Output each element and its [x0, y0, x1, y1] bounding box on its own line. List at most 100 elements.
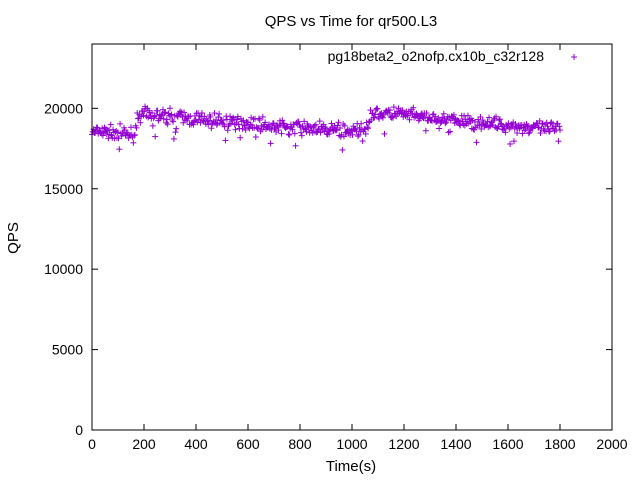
data-point — [227, 120, 234, 127]
data-point — [154, 107, 161, 114]
data-point — [237, 134, 244, 141]
x-tick-label: 1800 — [544, 436, 575, 452]
y-tick-label: 10000 — [44, 261, 83, 277]
data-point — [477, 113, 484, 120]
data-point — [303, 128, 310, 135]
x-tick-label: 0 — [88, 436, 96, 452]
x-tick-label: 600 — [236, 436, 260, 452]
data-point — [152, 133, 159, 140]
data-point — [316, 118, 323, 125]
data-point — [358, 120, 365, 127]
data-point — [133, 124, 140, 131]
data-point — [390, 114, 397, 121]
x-tick-label: 200 — [132, 436, 156, 452]
x-tick-label: 1600 — [492, 436, 523, 452]
data-point — [172, 129, 179, 136]
y-tick-label: 0 — [75, 422, 83, 438]
data-point — [450, 111, 457, 118]
data-point — [312, 121, 319, 128]
data-point — [525, 122, 532, 129]
data-point — [278, 130, 285, 137]
data-point — [555, 138, 562, 145]
data-point — [537, 130, 544, 137]
data-point — [94, 124, 101, 131]
data-point — [355, 131, 362, 138]
data-point — [298, 132, 305, 139]
data-point — [262, 119, 269, 126]
legend-label: pg18beta2_o2nofp.cx10b_c32r128 — [328, 48, 545, 64]
y-tick-label: 15000 — [44, 181, 83, 197]
data-point — [267, 140, 274, 147]
data-point — [241, 122, 248, 129]
data-point — [347, 128, 354, 135]
data-point — [268, 126, 275, 133]
data-point — [216, 110, 223, 117]
plot-frame — [91, 43, 613, 431]
legend-plus-mark — [571, 54, 577, 60]
data-point — [157, 115, 164, 122]
data-point — [544, 123, 551, 130]
data-point — [252, 133, 259, 140]
x-axis: 0 200 400 600 800 1000 1200 1400 1600 1800 2000 — [88, 44, 628, 452]
data-point — [179, 113, 186, 120]
data-point — [371, 114, 378, 121]
data-point — [232, 126, 239, 133]
y-axis: 0 5000 10000 15000 20000 — [44, 100, 612, 438]
data-point — [116, 146, 123, 153]
data-point — [505, 120, 512, 127]
data-point — [234, 116, 241, 123]
data-point — [246, 125, 253, 132]
data-point — [275, 127, 282, 134]
data-point — [512, 120, 519, 127]
data-point — [478, 125, 485, 132]
data-point — [486, 123, 493, 130]
data-point — [227, 113, 234, 120]
y-tick-label: 20000 — [44, 100, 83, 116]
chart-title: QPS vs Time for qr500.L3 — [265, 13, 438, 30]
data-point — [107, 121, 114, 128]
x-axis-title: Time(s) — [326, 458, 376, 475]
data-point — [92, 129, 99, 136]
data-point — [128, 124, 134, 131]
data-point — [292, 142, 299, 149]
data-point — [443, 119, 450, 126]
data-point — [372, 106, 379, 113]
data-point — [149, 122, 156, 129]
data-point — [362, 130, 369, 137]
data-point — [149, 109, 156, 116]
data-point — [266, 121, 273, 128]
data-point — [173, 125, 180, 132]
data-point — [367, 107, 374, 114]
data-point — [374, 105, 381, 112]
data-point — [295, 118, 302, 125]
data-point — [208, 125, 215, 132]
data-point — [473, 139, 480, 146]
data-point — [256, 117, 263, 124]
data-point — [285, 131, 292, 138]
data-point — [255, 125, 262, 132]
data-point — [230, 114, 237, 121]
data-point — [184, 117, 191, 124]
data-point — [170, 135, 177, 142]
x-tick-label: 1200 — [388, 436, 419, 452]
data-point — [259, 113, 266, 120]
data-point — [502, 129, 509, 136]
data-point — [198, 109, 205, 116]
data-point — [521, 127, 528, 134]
y-axis-title: QPS — [5, 222, 22, 254]
data-point — [447, 128, 454, 135]
data-point — [432, 113, 439, 120]
legend: pg18beta2_o2nofp.cx10b_c32r128 — [328, 48, 577, 64]
data-point — [177, 108, 184, 115]
data-point — [115, 135, 122, 142]
data-point — [181, 109, 188, 116]
data-point — [414, 112, 421, 119]
data-point — [220, 117, 227, 124]
x-tick-label: 800 — [288, 436, 312, 452]
data-point — [161, 109, 168, 116]
data-point — [361, 126, 368, 133]
data-point — [167, 105, 173, 112]
x-tick-label: 2000 — [596, 436, 627, 452]
data-point — [364, 124, 371, 131]
data-point — [510, 138, 517, 145]
